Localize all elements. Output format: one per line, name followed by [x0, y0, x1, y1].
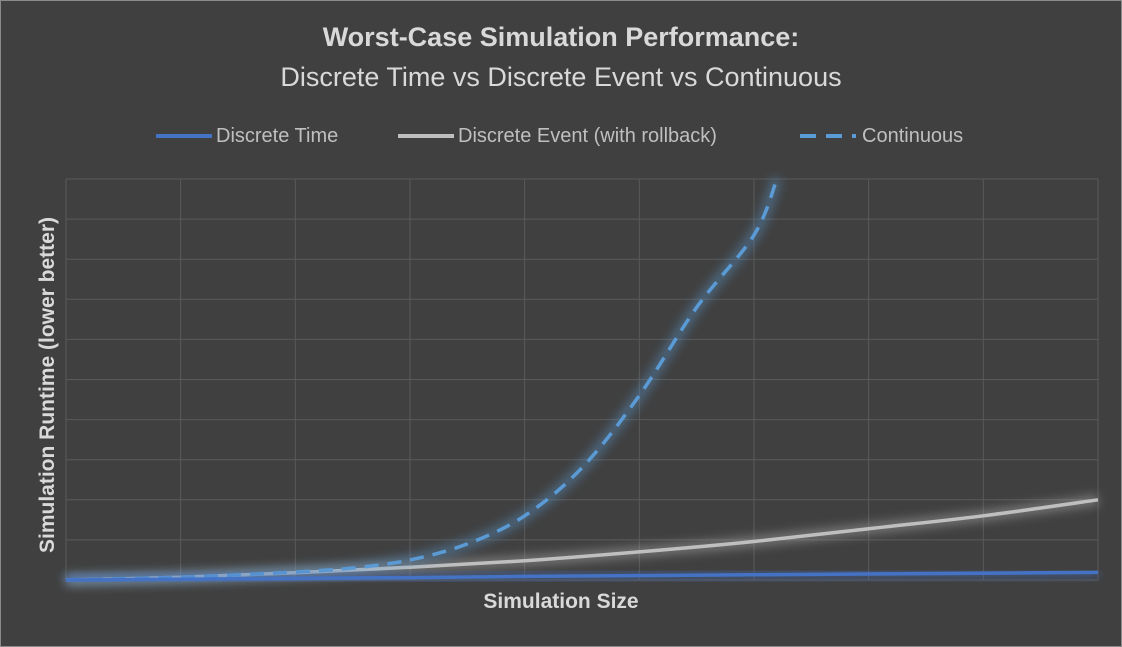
x-axis-label: Simulation Size [483, 590, 639, 613]
series-layer [65, 177, 1099, 585]
legend-swatch-discrete-time [156, 134, 212, 138]
chart-subtitle: Discrete Time vs Discrete Event vs Conti… [280, 62, 842, 92]
legend-label-discrete-time: Discrete Time [216, 124, 339, 147]
legend-swatch-continuous [800, 134, 856, 138]
legend-swatch-discrete-event [398, 134, 454, 138]
legend-item-continuous: Continuous [800, 122, 963, 150]
legend: Discrete Time Discrete Event (with rollb… [0, 122, 1122, 150]
series-line-discrete-time [65, 570, 1099, 582]
legend-item-discrete-time: Discrete Time [156, 122, 338, 150]
legend-label-continuous: Continuous [862, 124, 964, 147]
legend-item-discrete-event: Discrete Event (with rollback) [398, 122, 717, 150]
chart-title: Worst-Case Simulation Performance: [322, 22, 800, 52]
legend-label-discrete-event: Discrete Event (with rollback) [458, 124, 717, 147]
